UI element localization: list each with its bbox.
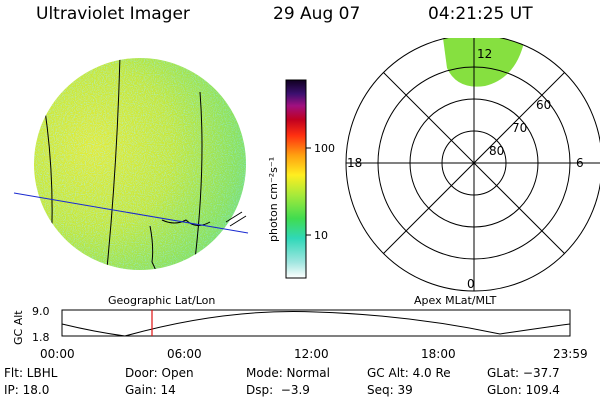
header-date: 29 Aug 07 (273, 4, 361, 24)
lat-label: 70 (512, 121, 527, 135)
colorbar-label: photon cm⁻²s⁻¹ (267, 157, 280, 242)
timeline-xtick: 06:00 (167, 347, 202, 361)
timeline-xtick: 00:00 (40, 347, 75, 361)
timeline-xtick: 23:59 (553, 347, 588, 361)
timeline-xtick: 12:00 (294, 347, 329, 361)
mlt-label-bottom: 0 (467, 277, 475, 291)
colorbar-tick: 10 (314, 229, 328, 242)
colorbar-tick: 100 (314, 142, 335, 155)
lat-label: 60 (536, 98, 551, 112)
info-gc-alt: GC Alt: 4.0 Re (367, 366, 451, 380)
meridian-line (193, 91, 203, 269)
info-glat: GLat: −37.7 (487, 366, 560, 380)
mlt-label-top: 12 (477, 47, 492, 61)
info-mode: Mode: Normal (246, 366, 330, 380)
info-filter: Flt: LBHL (4, 366, 58, 380)
polar-spoke (383, 72, 565, 254)
colorbar-scale (285, 79, 307, 279)
altitude-timeline: Geographic Lat/Lon Apex MLat/MLT GC Alt … (12, 294, 588, 361)
timeline-ytick: 1.8 (32, 331, 50, 344)
header-time: 04:21:25 UT (428, 4, 533, 24)
polar-plot: 12 18 6 0 60 70 80 (345, 38, 600, 292)
timeline-xtick: 18:00 (421, 347, 456, 361)
timeline-frame (61, 309, 571, 337)
altitude-curve (61, 311, 571, 337)
info-seq: Seq: 39 (367, 383, 413, 397)
timeline-ylabel: GC Alt (12, 310, 25, 345)
info-dsp: Dsp: −3.9 (246, 383, 310, 397)
info-glon: GLon: 109.4 (487, 383, 560, 397)
latitude-line (13, 192, 249, 234)
lat-label: 80 (489, 144, 504, 158)
timeline-right-title: Apex MLat/MLT (414, 294, 497, 307)
timeline-ytick: 9.0 (32, 305, 50, 318)
timeline-left-title: Geographic Lat/Lon (108, 294, 215, 307)
info-gain: Gain: 14 (125, 383, 176, 397)
colorbar: 100 10 photon cm⁻²s⁻¹ (267, 79, 335, 279)
info-door: Door: Open (125, 366, 194, 380)
coastline (225, 211, 247, 227)
mlt-label-left: 18 (347, 156, 362, 170)
earth-disk (34, 58, 246, 270)
auroral-region (443, 38, 525, 87)
page-title: Ultraviolet Imager (36, 4, 190, 24)
geographic-image (13, 58, 249, 270)
meridian-line (105, 58, 121, 270)
mlt-label-right: 6 (576, 156, 584, 170)
info-ip: IP: 18.0 (4, 383, 50, 397)
coastline (149, 225, 159, 270)
